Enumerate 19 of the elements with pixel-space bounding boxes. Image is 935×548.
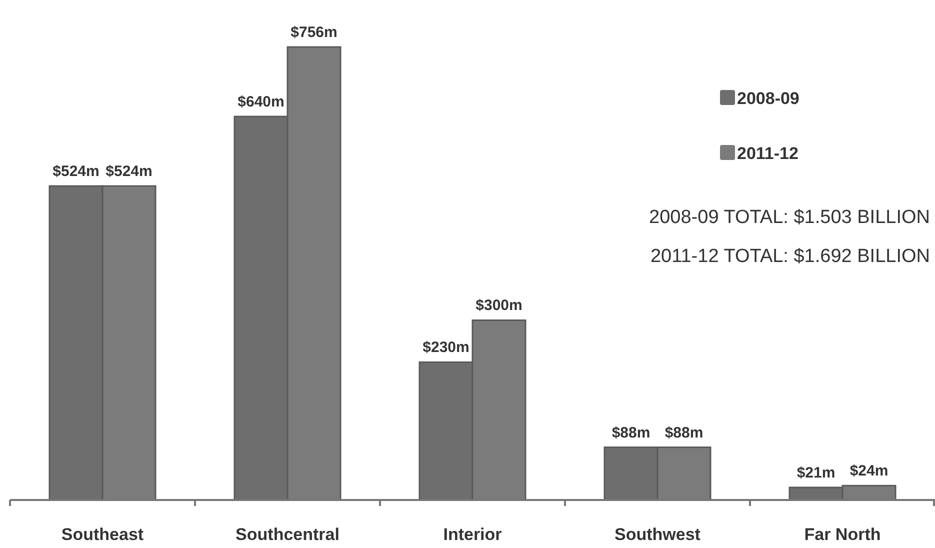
legend-label: 2008-09 <box>737 89 800 108</box>
annotation: 2011-12 TOTAL: $1.692 BILLION <box>650 246 930 267</box>
data-label: $88m <box>664 424 704 442</box>
x-tick-label: Southwest <box>614 525 701 544</box>
x-tick-label: Far North <box>804 525 881 544</box>
legend-label: 2011-12 <box>737 144 798 163</box>
x-tick-label: Interior <box>443 525 502 544</box>
data-label: $21m <box>796 464 836 482</box>
x-tick-label: Southcentral <box>236 525 340 544</box>
data-label: $300m <box>476 297 522 314</box>
data-label: $24m <box>850 462 888 480</box>
annotation: 2008-09 TOTAL: $1.503 BILLION <box>649 207 930 228</box>
data-label: $524m <box>106 163 152 180</box>
data-label: $756m <box>290 24 338 41</box>
x-tick-label: Southeast <box>61 525 144 544</box>
data-label: $524m <box>52 163 100 180</box>
data-label: $230m <box>422 339 470 356</box>
data-label: $88m <box>612 424 650 442</box>
data-label: $640m <box>238 94 284 111</box>
